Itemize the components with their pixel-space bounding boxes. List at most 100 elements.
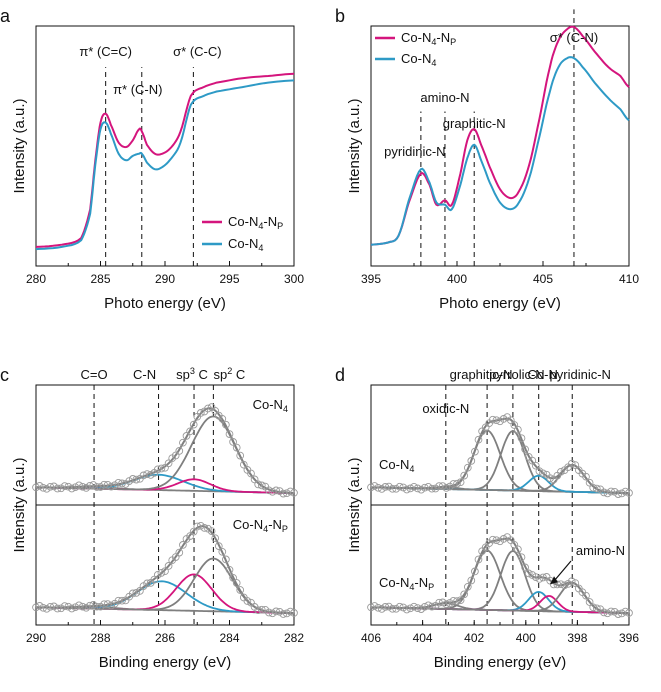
data-point	[614, 610, 623, 618]
data-point	[428, 602, 436, 611]
data-point	[370, 602, 379, 610]
data-point	[196, 409, 205, 417]
data-point	[225, 430, 234, 438]
data-point	[132, 589, 141, 597]
data-point	[535, 575, 544, 583]
x-axis-label: Photo energy (eV)	[104, 295, 226, 312]
data-point	[100, 480, 108, 489]
data-point	[175, 548, 184, 557]
data-point	[143, 470, 151, 478]
data-point	[42, 604, 51, 613]
data-point	[225, 565, 234, 574]
data-point	[467, 457, 476, 465]
reference-label: graphitic-N	[443, 116, 506, 131]
panel-1: 395 400 405 410 Photo energy (eV) Intensity (…	[335, 6, 639, 312]
x-tick-label: 300	[284, 272, 304, 286]
subplot-label: Co-N4​	[253, 397, 288, 414]
data-point	[175, 447, 184, 455]
plot-frame	[35, 25, 295, 267]
data-point	[107, 482, 116, 491]
panel-2: 290 288 286 284 282 Binding energy (eV) Intens…	[0, 365, 304, 671]
data-point	[218, 547, 227, 556]
data-point	[60, 602, 69, 610]
x-tick-label: 400	[516, 631, 536, 645]
reference-label: π* (C-N)	[113, 82, 162, 97]
data-point	[521, 563, 529, 572]
data-point	[75, 481, 83, 490]
legend-label: Co-N4​-NP​	[228, 214, 283, 231]
data-point	[528, 456, 537, 465]
x-tick-label: 288	[90, 631, 110, 645]
data-point	[395, 482, 404, 491]
header-label: sp2​ C	[213, 366, 245, 382]
data-point	[460, 590, 469, 599]
data-point	[118, 479, 126, 488]
data-point	[257, 481, 266, 490]
x-tick-label: 405	[533, 272, 553, 286]
data-point	[46, 482, 55, 491]
data-point	[236, 586, 245, 594]
x-tick-label: 406	[361, 631, 381, 645]
data-point	[410, 602, 418, 611]
data-point	[514, 425, 522, 434]
data-point	[189, 420, 198, 429]
data-point	[539, 573, 547, 582]
data-point	[463, 463, 472, 472]
data-point	[67, 604, 76, 613]
panel-letter: d	[335, 365, 345, 385]
data-point	[247, 469, 255, 478]
x-tick-label: 395	[361, 272, 381, 286]
data-point	[582, 591, 590, 600]
reference-label: σ* (C-C)	[173, 44, 221, 59]
data-point	[146, 471, 155, 479]
data-point	[153, 570, 162, 579]
series-line	[35, 79, 295, 251]
data-point	[85, 481, 94, 490]
reference-label: π* (C=C)	[79, 44, 132, 59]
panel-letter: b	[335, 6, 345, 26]
data-point	[589, 603, 598, 612]
data-point	[499, 535, 508, 543]
x-tick-label: 410	[619, 272, 639, 286]
data-point	[571, 579, 580, 587]
data-point	[211, 406, 220, 415]
x-tick-label: 286	[155, 631, 175, 645]
data-point	[42, 484, 51, 493]
data-point	[290, 609, 298, 617]
data-point	[265, 608, 273, 617]
panel-3: 406 404 402 400 398 396 Binding energy (eV) Int…	[335, 365, 639, 671]
data-point	[189, 527, 198, 536]
data-point	[243, 597, 252, 605]
y-axis-label: Intensity (a.u.)	[11, 98, 28, 193]
data-point	[107, 601, 116, 610]
x-tick-label: 284	[219, 631, 239, 645]
data-point	[35, 602, 44, 610]
data-point	[100, 600, 108, 609]
header-label: sp3​ C	[176, 366, 208, 382]
data-point	[488, 535, 497, 544]
data-point	[442, 484, 451, 492]
x-tick-label: 290	[26, 631, 46, 645]
data-point	[78, 602, 87, 611]
data-point	[567, 459, 576, 468]
data-point	[268, 487, 277, 496]
x-tick-label: 404	[413, 631, 433, 645]
data-point	[402, 485, 411, 494]
data-point	[614, 490, 623, 498]
x-tick-label: 282	[284, 631, 304, 645]
data-point	[132, 475, 141, 484]
x-axis-label: Binding energy (eV)	[99, 654, 232, 671]
data-point	[388, 604, 397, 613]
data-point	[524, 569, 533, 578]
annotation-arrow	[552, 560, 572, 583]
data-point	[553, 580, 562, 589]
data-point	[128, 589, 137, 598]
series-line	[370, 25, 630, 246]
data-point	[603, 489, 612, 498]
legend-label: Co-N4​	[401, 51, 436, 68]
subplot-label: Co-N4​	[379, 457, 414, 474]
header-label: pyridinic-N	[550, 367, 611, 382]
data-point	[424, 482, 433, 491]
data-point	[89, 481, 98, 489]
